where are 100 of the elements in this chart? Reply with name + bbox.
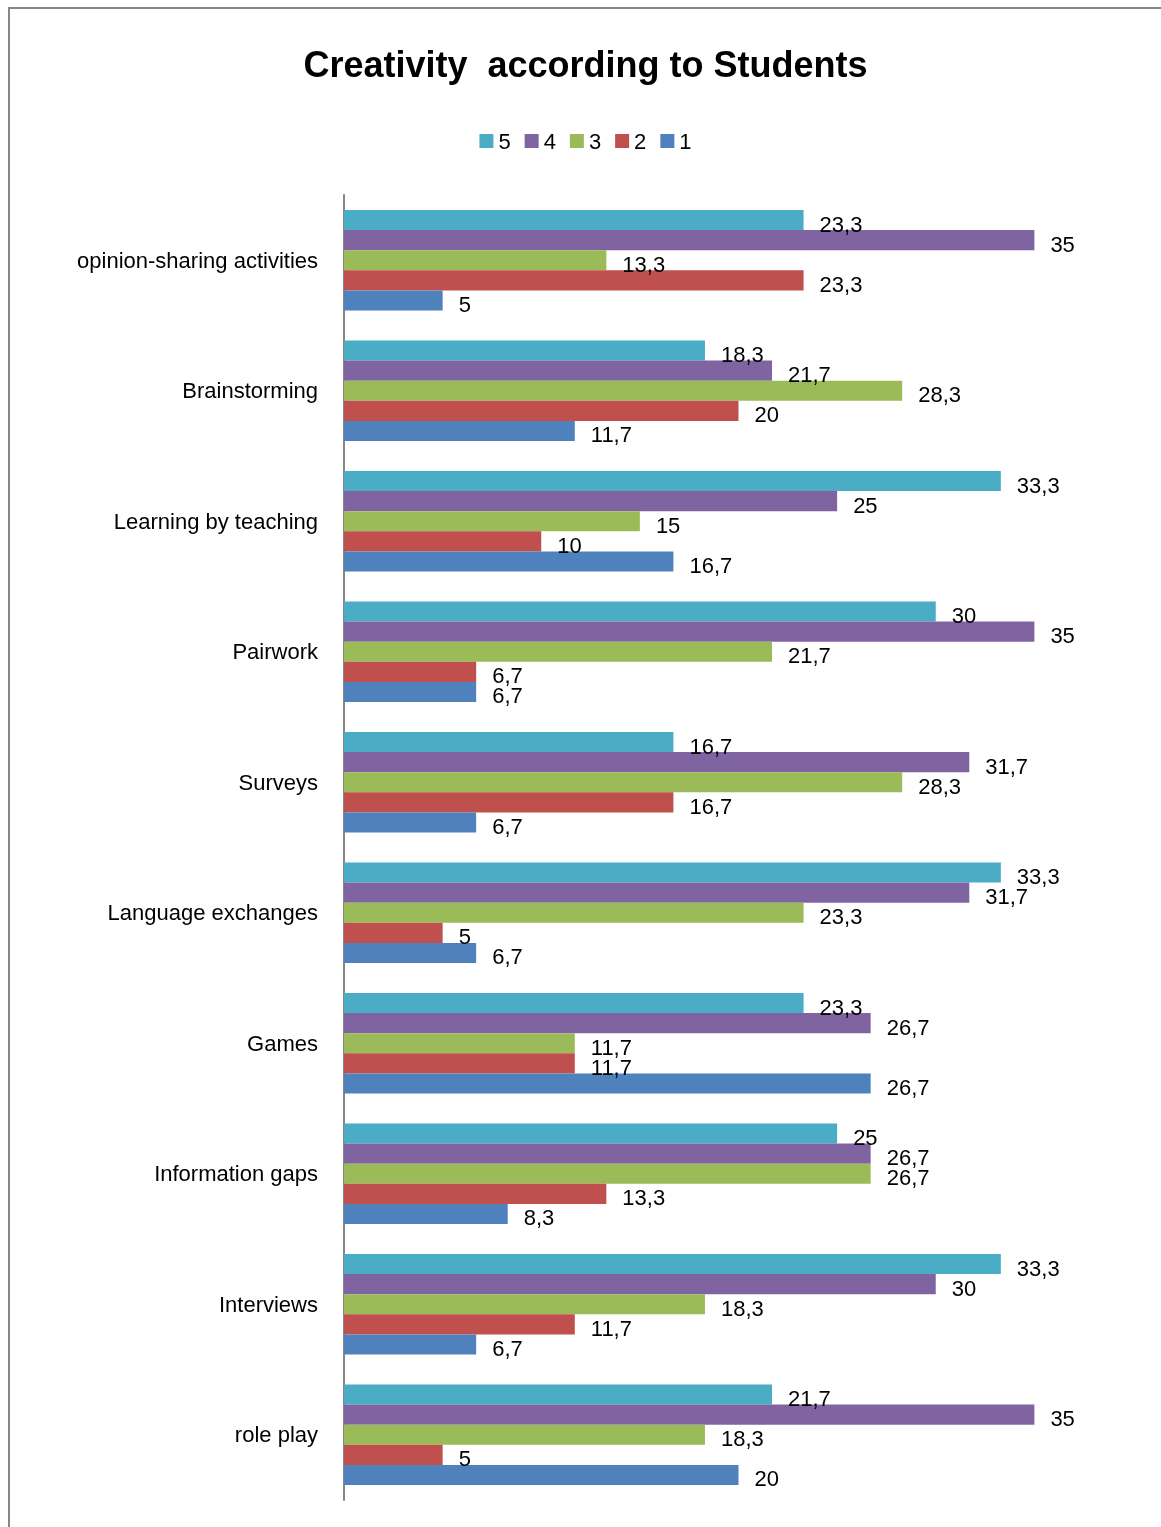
data-label: 6,7 — [492, 1335, 523, 1361]
data-label: 23,3 — [819, 994, 863, 1020]
data-label: 20 — [754, 1466, 779, 1492]
bar — [344, 641, 773, 662]
y-tick-label: Brainstorming — [182, 378, 318, 404]
data-label: 6,7 — [492, 813, 523, 839]
bar — [344, 621, 1035, 642]
data-label: 6,7 — [492, 663, 523, 689]
data-label: 16,7 — [689, 552, 733, 578]
bar — [344, 1254, 1001, 1275]
bar — [344, 1183, 607, 1204]
bar — [344, 551, 674, 572]
bar — [344, 862, 1001, 883]
bar — [344, 1274, 936, 1295]
data-label: 13,3 — [622, 251, 666, 277]
bar — [344, 812, 477, 833]
bar — [344, 210, 804, 231]
bar — [344, 531, 542, 552]
data-label: 30 — [951, 603, 977, 629]
bar — [344, 792, 674, 813]
bar — [344, 1464, 739, 1485]
bar — [344, 400, 739, 421]
bar — [344, 290, 443, 311]
data-label: 5 — [458, 291, 471, 317]
data-label: 23,3 — [819, 904, 863, 930]
bar — [344, 471, 1001, 492]
legend-label: 4 — [543, 128, 556, 154]
bar — [344, 661, 477, 682]
bar — [344, 1163, 871, 1184]
data-label: 16,7 — [689, 733, 733, 759]
legend-label: 3 — [588, 128, 602, 154]
data-label: 23,3 — [819, 271, 863, 297]
data-label: 15 — [655, 512, 681, 538]
data-label: 21,7 — [788, 362, 831, 388]
data-label: 5 — [458, 1446, 471, 1472]
data-label: 20 — [754, 402, 779, 428]
bar — [344, 942, 477, 963]
chart-title: Creativity according to Students — [303, 43, 868, 85]
bar — [344, 250, 607, 271]
data-label: 31,7 — [985, 753, 1029, 779]
data-label: 13,3 — [622, 1185, 666, 1211]
bar — [344, 993, 804, 1014]
data-label: 21,7 — [788, 1386, 831, 1412]
bar — [344, 1123, 838, 1144]
y-tick-label: Language exchanges — [107, 900, 318, 926]
data-label: 11,7 — [590, 422, 632, 448]
data-label: 18,3 — [720, 1295, 764, 1321]
data-label: 25 — [853, 492, 878, 518]
y-tick-label: Information gaps — [154, 1161, 318, 1187]
data-label: 35 — [1050, 231, 1075, 257]
y-tick-label: opinion-sharing activities — [77, 247, 318, 273]
y-tick-label: Learning by teaching — [113, 508, 318, 534]
data-label: 21,7 — [788, 643, 831, 669]
data-label: 28,3 — [918, 382, 962, 408]
bar — [344, 1424, 705, 1445]
y-tick-label: Games — [247, 1030, 318, 1056]
data-label: 5 — [458, 924, 471, 950]
y-tick-label: Surveys — [238, 769, 318, 795]
legend-label: 5 — [498, 128, 511, 154]
bar — [344, 491, 838, 512]
data-label: 26,7 — [886, 1074, 930, 1100]
bar — [344, 511, 640, 532]
bar — [344, 1033, 575, 1054]
bar — [344, 1143, 871, 1164]
legend-label: 2 — [634, 128, 647, 154]
bar — [344, 922, 443, 943]
y-tick-label: Pairwork — [232, 639, 319, 665]
bar — [344, 1444, 443, 1465]
bar — [344, 1294, 705, 1315]
bar — [344, 902, 804, 923]
data-label: 25 — [853, 1125, 878, 1151]
data-label: 8,3 — [523, 1205, 555, 1231]
data-label: 26,7 — [886, 1014, 930, 1040]
bar — [344, 1384, 773, 1405]
data-label: 35 — [1050, 1406, 1075, 1432]
bar — [344, 420, 575, 441]
data-label: 11,7 — [590, 1315, 632, 1341]
y-tick-label: Interviews — [218, 1291, 318, 1317]
bar — [344, 882, 970, 903]
bar — [344, 772, 903, 793]
bar — [344, 1053, 575, 1074]
legend-label: 1 — [679, 128, 692, 154]
bar — [344, 681, 477, 702]
data-label: 18,3 — [720, 1426, 764, 1452]
y-tick-label: role play — [234, 1422, 318, 1448]
data-label: 28,3 — [918, 773, 962, 799]
data-label: 10 — [557, 532, 582, 558]
data-label: 16,7 — [689, 793, 733, 819]
bar — [344, 1203, 508, 1224]
bar — [344, 1314, 575, 1335]
data-label: 23,3 — [819, 211, 863, 237]
bar — [344, 732, 674, 753]
data-label: 6,7 — [492, 944, 523, 970]
data-label: 18,3 — [720, 342, 764, 368]
bar — [344, 601, 936, 622]
data-label: 33,3 — [1016, 472, 1060, 498]
data-label: 26,7 — [886, 1145, 930, 1171]
bar — [344, 1334, 477, 1355]
data-label: 30 — [951, 1275, 977, 1301]
bar — [344, 340, 705, 361]
